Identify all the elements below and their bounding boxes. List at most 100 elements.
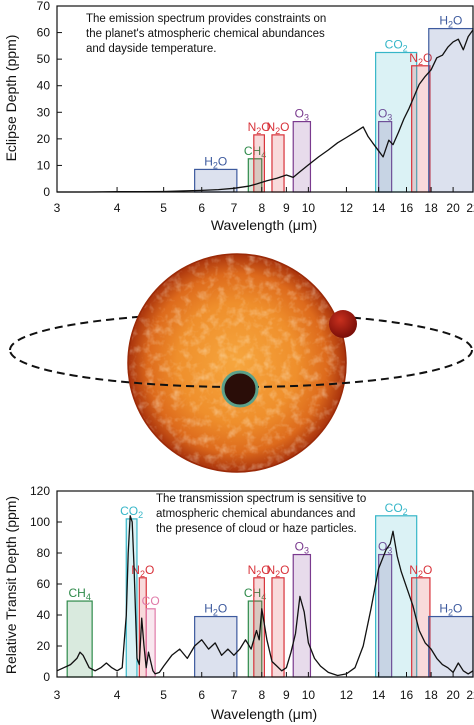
transmission-band-n2o-7 [271,577,285,678]
transiting-planet [221,370,259,408]
transmission-y-tick-0: 0 [43,670,50,684]
transmission-band-label-h2o-12: H2O [439,602,462,618]
emission-y-tick-30: 30 [37,105,51,119]
transmission-x-tick-6: 6 [198,688,205,702]
transmission-note: The transmission spectrum is sensitive t… [156,493,366,535]
transmission-band-label-h2o-4: H2O [204,602,227,618]
transmission-x-tick-3: 3 [54,688,61,702]
emission-x-tick-4: 4 [114,201,121,215]
transmission-y-tick-120: 120 [30,484,50,498]
transmission-band-o3-8 [292,553,312,678]
emission-y-tick-40: 40 [37,79,51,93]
transmission-band-label-ch4-5: CH4 [244,586,266,602]
emission-y-tick-10: 10 [37,158,51,172]
transmission-x-tick-14: 14 [372,688,386,702]
transmission-x-tick-4: 4 [114,688,121,702]
emission-ticks: 3 4 5 6 7 8 9 10 12 14 16 18 20 22 0 10 20 30 40 50 60 70 [37,0,474,215]
transmission-band-label-o3-9: O3 [378,540,392,556]
emission-x-tick-10: 10 [302,201,316,215]
emission-y-tick-50: 50 [37,52,51,66]
transmission-y-tick-20: 20 [37,639,51,653]
emission-band-label-n2o-3: N2O [266,120,289,136]
transmission-x-tick-16: 16 [400,688,414,702]
transmission-chart: CH4CO2N2OCOH2OCH4N2ON2OO3O3CO2N2OH2O 345… [3,484,474,722]
transmission-band-label-o3-8: O3 [295,540,309,556]
emission-y-tick-20: 20 [37,132,51,146]
emission-chart: H2OCH4N2ON2OO3O3CO2N2OH2O 34567891012141… [3,0,474,233]
transmission-note-line-3: the presence of cloud or haze particles. [156,523,357,535]
emission-band-label-n2o-7: N2O [409,51,432,67]
emission-band-o3-4 [292,120,312,193]
transmission-x-tick-9: 9 [283,688,290,702]
transmission-band-label-co-3: CO [142,594,160,608]
emission-note-line-3: and dayside temperature. [86,43,216,55]
emission-band-h2o-8 [428,27,474,193]
emission-band-co2-6 [375,51,418,193]
emission-band-label-o3-4: O3 [295,107,309,123]
emission-spectrum-line [57,29,474,193]
transmission-band-label-n2o-7: N2O [266,563,289,579]
transmission-x-tick-10: 10 [302,688,316,702]
emission-y-tick-70: 70 [37,0,51,13]
emission-x-tick-7: 7 [231,201,238,215]
transmission-y-tick-60: 60 [37,577,51,591]
transmission-band-label-n2o-11: N2O [409,563,432,579]
transmission-y-tick-40: 40 [37,608,51,622]
transmission-x-tick-12: 12 [340,688,354,702]
transmission-band-label-n2o-2: N2O [131,563,154,579]
emission-band-n2o-3 [271,134,285,193]
emission-x-tick-9: 9 [283,201,290,215]
emission-x-tick-16: 16 [400,201,414,215]
transmission-x-tick-5: 5 [160,688,167,702]
transmission-x-axis-label: Wavelength (μm) [211,706,317,722]
transmission-band-co-3 [145,608,156,678]
transmission-band-label-ch4-0: CH4 [68,586,90,602]
transmission-band-n2o-11 [411,577,431,678]
transmission-y-axis-label: Relative Transit Depth (ppm) [3,496,19,674]
transmission-spectrum-line [56,515,474,677]
emission-x-tick-20: 20 [446,201,460,215]
emission-x-axis-label: Wavelength (μm) [211,217,317,233]
transmission-band-h2o-4 [194,615,238,678]
transmission-y-tick-80: 80 [37,546,51,560]
transmission-note-line-2: atmospheric chemical abundances and [156,508,355,520]
transmission-band-label-co2-1: CO2 [120,504,143,520]
transmission-x-tick-18: 18 [424,688,438,702]
emission-x-tick-5: 5 [160,201,167,215]
transmission-band-h2o-12 [428,615,474,678]
transmission-bands: CH4CO2N2OCOH2OCH4N2ON2OO3O3CO2N2OH2O [66,501,474,678]
transmission-x-tick-20: 20 [446,688,460,702]
emission-y-tick-60: 60 [37,26,51,40]
emission-band-label-n2o-2: N2O [248,120,271,136]
emission-band-label-co2-6: CO2 [385,38,408,54]
emission-x-tick-8: 8 [258,201,265,215]
transmission-band-co2-10 [375,515,418,678]
transmission-spectrum [56,515,474,677]
transmission-ticks: 3 4 5 6 7 8 9 10 12 14 16 18 20 22 0 20 40 60 80 100 120 [30,484,474,702]
transmission-band-label-n2o-6: N2O [248,563,271,579]
emission-x-tick-12: 12 [340,201,354,215]
emission-y-tick-0: 0 [43,185,50,199]
emission-bands: H2OCH4N2ON2OO3O3CO2N2OH2O [194,14,474,193]
emission-note-line-2: the planet's atmospheric chemical abunda… [86,28,325,40]
emission-band-label-o3-5: O3 [378,107,392,123]
emission-spectrum [57,29,474,193]
emission-band-label-ch4-1: CH4 [244,144,266,160]
star-granulation [129,255,345,471]
emission-note-line-1: The emission spectrum provides constrain… [86,13,326,25]
emission-note: The emission spectrum provides constrain… [86,13,326,55]
transmission-x-tick-7: 7 [231,688,238,702]
star-limb [127,253,347,473]
transmission-band-n2o-6 [253,577,265,678]
transmission-band-label-co2-10: CO2 [385,501,408,517]
emission-x-tick-3: 3 [54,201,61,215]
transmission-x-tick-8: 8 [258,688,265,702]
transmission-note-line-1: The transmission spectrum is sensitive t… [156,493,366,505]
emission-y-axis-label: Eclipse Depth (ppm) [3,35,19,162]
transmission-x-tick-22: 22 [466,688,474,702]
emission-x-tick-18: 18 [424,201,438,215]
emission-band-n2o-7 [411,65,431,193]
emission-x-tick-6: 6 [198,201,205,215]
star-planet-illustration [9,253,473,473]
